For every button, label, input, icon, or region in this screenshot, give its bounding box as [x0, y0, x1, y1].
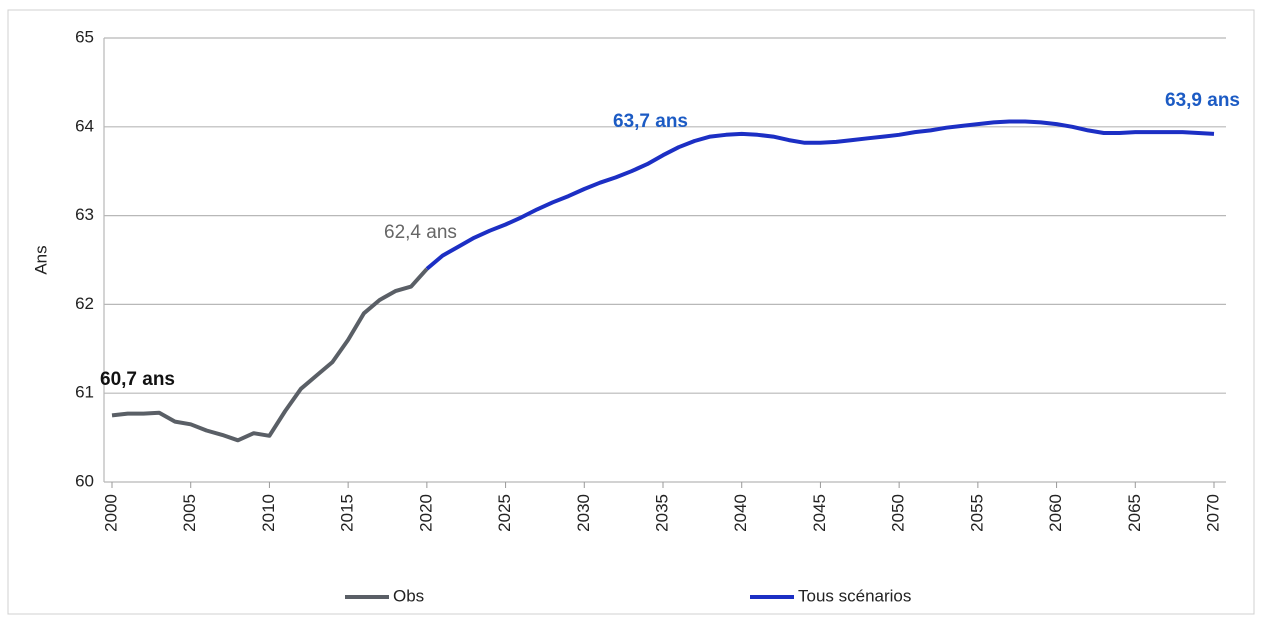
y-tick-label: 62 — [75, 294, 94, 313]
legend-label: Tous scénarios — [798, 586, 911, 605]
x-tick-label: 2015 — [338, 494, 357, 532]
x-tick-label: 2035 — [652, 494, 671, 532]
annotation: 63,9 ans — [1165, 90, 1240, 111]
annotation: 60,7 ans — [100, 369, 175, 390]
series-line — [111, 267, 429, 443]
y-tick-label: 63 — [75, 205, 94, 224]
x-tick-label: 2000 — [101, 494, 120, 532]
x-tick-label: 2040 — [731, 494, 750, 532]
x-tick-label: 2065 — [1125, 494, 1144, 532]
annotation: 62,4 ans — [384, 222, 457, 243]
legend-label: Obs — [393, 586, 424, 605]
x-tick-label: 2060 — [1046, 494, 1065, 532]
x-tick-label: 2005 — [180, 494, 199, 532]
x-tick-label: 2045 — [810, 494, 829, 532]
y-tick-label: 65 — [75, 27, 94, 46]
series-line — [425, 119, 1215, 271]
x-tick-label: 2010 — [259, 494, 278, 532]
y-axis-label: Ans — [31, 245, 50, 274]
y-tick-label: 61 — [75, 383, 94, 402]
x-tick-label: 2025 — [495, 494, 514, 532]
x-tick-label: 2050 — [889, 494, 908, 532]
annotation: 63,7 ans — [613, 111, 688, 132]
y-tick-label: 64 — [75, 116, 94, 135]
x-tick-label: 2055 — [967, 494, 986, 532]
chart-frame — [7, 9, 1255, 615]
y-tick-label: 60 — [75, 471, 94, 490]
x-tick-label: 2070 — [1203, 494, 1222, 532]
x-tick-label: 2030 — [574, 494, 593, 532]
x-tick-label: 2020 — [416, 494, 435, 532]
